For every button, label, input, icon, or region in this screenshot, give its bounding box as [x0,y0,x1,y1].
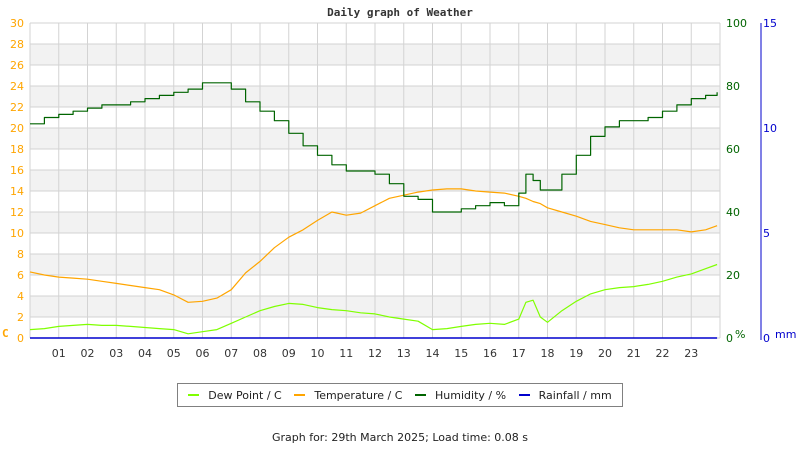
svg-text:18: 18 [541,347,555,360]
legend-item-rainfall[interactable]: Rainfall / mm [518,388,612,402]
svg-text:04: 04 [138,347,152,360]
svg-text:2: 2 [17,311,24,324]
svg-text:0: 0 [726,332,733,345]
svg-text:07: 07 [224,347,238,360]
data-series [29,82,718,339]
x-axis-hours: 01 02 03 04 05 06 07 08 09 10 11 12 13 14 15 16 17 18 19 20… [52,347,699,360]
dew-point-swatch-icon [188,394,200,396]
svg-text:mm: mm [775,328,796,341]
svg-text:17: 17 [512,347,526,360]
svg-text:14: 14 [10,185,24,198]
right-axis-rainfall: 0 5 10 15 mm [760,17,796,345]
svg-text:16: 16 [10,164,24,177]
svg-text:10: 10 [311,347,325,360]
svg-text:22: 22 [10,101,24,114]
svg-text:5: 5 [763,227,770,240]
svg-text:20: 20 [726,269,740,282]
svg-text:09: 09 [282,347,296,360]
chart-title: Daily graph of Weather [327,6,473,19]
graph-footer: Graph for: 29th March 2025; Load time: 0… [271,431,529,444]
svg-text:18: 18 [10,143,24,156]
temperature-line [29,188,718,303]
svg-text:30: 30 [10,17,24,30]
svg-text:28: 28 [10,38,24,51]
legend-item-temperature[interactable]: Temperature / C [294,389,402,402]
svg-text:13: 13 [397,347,411,360]
legend-label: Dew Point / C [208,388,282,402]
svg-text:40: 40 [726,206,740,219]
svg-text:21: 21 [627,347,641,360]
humidity-line [30,82,718,213]
svg-text:10: 10 [763,122,777,135]
right-axis-humidity: 0 20 40 60 80 100% [726,17,747,345]
legend-label: Temperature / C [314,388,403,402]
humidity-swatch-icon [415,394,427,396]
svg-text:11: 11 [339,347,353,360]
svg-text:12: 12 [368,347,382,360]
svg-text:16: 16 [483,347,497,360]
legend-label: Rainfall / mm [538,388,612,402]
rainfall-swatch-icon [518,394,530,396]
svg-text:03: 03 [109,347,123,360]
svg-text:0: 0 [17,332,24,345]
legend-item-dew-point[interactable]: Dew Point / C [188,388,282,402]
svg-text:20: 20 [598,347,612,360]
svg-text:24: 24 [10,80,24,93]
svg-text:C: C [2,327,9,340]
svg-text:15: 15 [763,17,777,30]
svg-text:19: 19 [569,347,583,360]
svg-text:60: 60 [726,143,740,156]
chart-legend: Dew Point / C Temperature / C Humidity /… [177,383,623,407]
svg-text:12: 12 [10,206,24,219]
svg-text:15: 15 [454,347,468,360]
svg-text:100: 100 [726,17,747,30]
svg-text:06: 06 [196,347,210,360]
svg-text:01: 01 [52,347,66,360]
svg-text:4: 4 [17,290,24,303]
svg-text:8: 8 [17,248,24,261]
svg-text:05: 05 [167,347,181,360]
svg-text:14: 14 [426,347,440,360]
legend-label: Humidity / % [435,388,507,402]
svg-text:26: 26 [10,59,24,72]
svg-text:%: % [735,328,745,341]
svg-text:20: 20 [10,122,24,135]
svg-text:08: 08 [253,347,267,360]
svg-text:80: 80 [726,80,740,93]
svg-text:02: 02 [81,347,95,360]
temperature-swatch-icon [294,394,306,396]
svg-text:0: 0 [763,332,770,345]
legend-item-humidity[interactable]: Humidity / % [415,389,506,402]
svg-text:22: 22 [656,347,670,360]
svg-text:10: 10 [10,227,24,240]
dew-point-line [29,263,718,335]
svg-text:6: 6 [17,269,24,282]
svg-text:23: 23 [684,347,698,360]
